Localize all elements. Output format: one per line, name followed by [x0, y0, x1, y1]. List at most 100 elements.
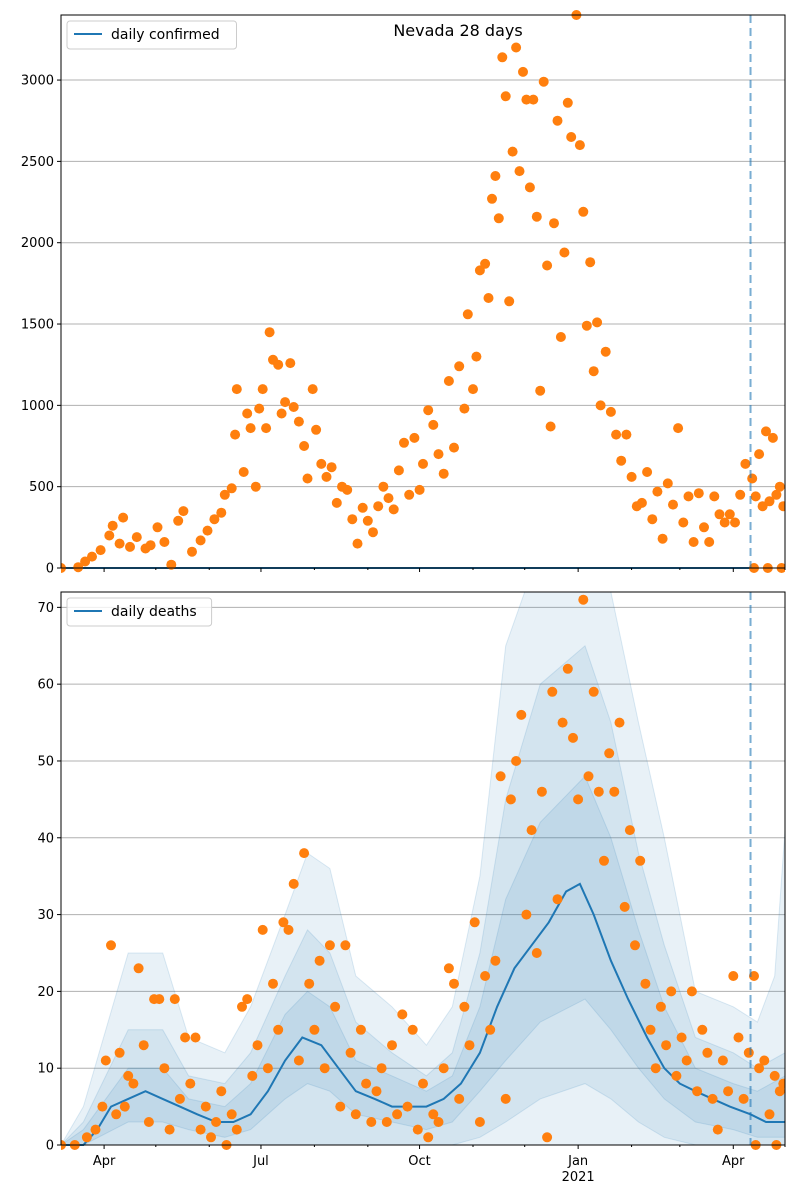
data-point — [174, 1093, 185, 1104]
data-point — [630, 940, 640, 951]
data-point — [250, 481, 261, 492]
data-point — [257, 924, 268, 935]
data-point — [552, 115, 563, 126]
data-point — [635, 855, 646, 866]
data-point — [80, 556, 91, 567]
data-point — [257, 384, 268, 395]
x-tick-label: Jan — [567, 1154, 588, 1169]
data-point — [299, 441, 310, 451]
data-point — [321, 471, 332, 482]
data-point — [511, 42, 522, 53]
data-point — [73, 562, 84, 573]
data-point — [678, 517, 689, 528]
data-point — [778, 1078, 785, 1089]
data-point — [278, 917, 289, 928]
x-tick-label: Jul — [252, 1154, 269, 1169]
data-point — [237, 1001, 247, 1012]
data-point — [128, 1078, 139, 1089]
y-tick-label: 60 — [37, 678, 54, 693]
confirmed-points — [61, 10, 785, 573]
data-point — [640, 978, 651, 989]
data-point — [180, 1032, 191, 1043]
data-point — [468, 384, 478, 395]
data-point — [480, 971, 491, 981]
data-point — [759, 1055, 770, 1066]
data-point — [164, 1124, 175, 1135]
data-point — [604, 748, 615, 759]
data-point — [131, 532, 142, 543]
data-point — [145, 540, 156, 551]
legend-box — [66, 20, 237, 50]
data-point — [697, 1024, 708, 1035]
data-point — [767, 432, 778, 443]
data-point — [662, 478, 673, 489]
data-point — [443, 376, 454, 386]
data-point — [516, 709, 527, 720]
data-point — [152, 522, 163, 533]
data-point — [100, 1055, 111, 1066]
data-point — [616, 455, 627, 466]
x-tick-year-label: 2021 — [562, 1170, 595, 1185]
data-point — [169, 994, 180, 1005]
data-point — [340, 940, 351, 951]
data-point — [661, 1040, 672, 1051]
data-point — [95, 545, 106, 556]
data-point — [433, 1117, 444, 1127]
data-point — [704, 537, 715, 547]
data-point — [414, 484, 425, 495]
data-point — [657, 533, 668, 544]
data-point — [699, 522, 709, 533]
data-point — [535, 385, 546, 396]
data-point — [542, 1132, 553, 1143]
data-point — [668, 499, 678, 510]
y-tick-label: 1500 — [21, 318, 54, 333]
data-point — [342, 484, 353, 495]
data-point — [709, 491, 720, 502]
data-point — [264, 327, 275, 338]
data-point — [404, 489, 415, 500]
data-point — [774, 481, 785, 492]
data-point — [671, 1070, 682, 1081]
data-point — [216, 507, 227, 518]
y-tick-label: 2500 — [21, 155, 54, 170]
data-point — [647, 514, 658, 525]
data-point — [555, 332, 566, 342]
data-point — [423, 1132, 434, 1143]
data-point — [592, 317, 603, 328]
y-tick-label: 70 — [37, 601, 54, 616]
data-point — [723, 1086, 734, 1097]
data-point — [562, 663, 573, 674]
data-point — [471, 351, 482, 362]
data-point — [245, 423, 256, 434]
data-point — [143, 1117, 154, 1127]
data-point — [268, 978, 278, 989]
data-point — [686, 986, 697, 997]
data-point — [361, 1078, 372, 1089]
data-point — [497, 52, 508, 63]
confirmed-y-ticks: 0 500 1000 1500 2000 2500 3000 — [21, 74, 61, 577]
confirmed-axes-frame — [60, 14, 786, 569]
data-point — [719, 517, 730, 528]
data-point — [331, 497, 342, 508]
data-point — [368, 527, 378, 538]
data-point — [747, 473, 758, 484]
data-point — [538, 76, 549, 87]
data-point — [774, 1086, 785, 1097]
data-point — [621, 429, 632, 440]
data-point — [619, 901, 630, 912]
data-point — [388, 504, 399, 515]
data-point — [231, 1124, 242, 1135]
data-point — [507, 146, 518, 157]
data-point — [702, 1047, 713, 1058]
confidence-band — [61, 775, 785, 1146]
data-point — [557, 717, 568, 728]
data-point — [316, 458, 327, 469]
data-point — [302, 473, 313, 484]
data-point — [104, 530, 115, 541]
data-point — [107, 520, 118, 531]
y-tick-label: 30 — [37, 908, 54, 923]
data-point — [730, 517, 740, 528]
data-point — [443, 963, 454, 974]
data-point — [304, 978, 315, 989]
